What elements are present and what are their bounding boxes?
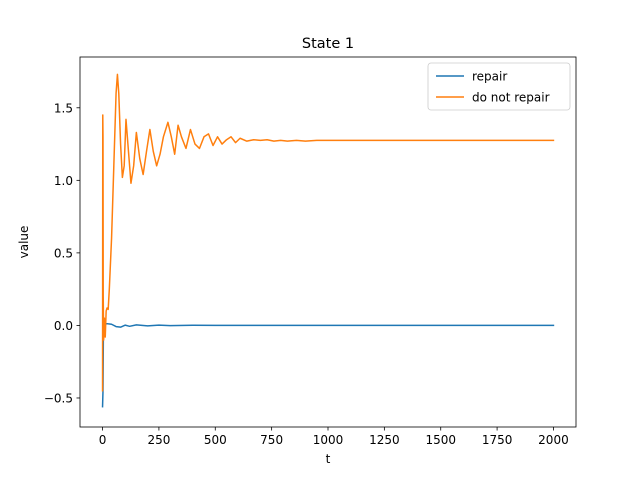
series-lines (101, 73, 555, 408)
legend-label-do-not-repair: do not repair (472, 91, 550, 105)
y-tick-label: 0.5 (54, 246, 73, 260)
x-axis-label: t (326, 452, 331, 466)
x-tick-label: 750 (260, 433, 283, 447)
x-tick-label: 500 (204, 433, 227, 447)
series-line-do-not-repair (101, 73, 555, 392)
legend-label-repair: repair (472, 70, 507, 84)
y-tick-label: 1.0 (54, 174, 73, 188)
chart-title: State 1 (302, 36, 354, 52)
x-axis: 0 250 500 750 1000 1250 1500 1750 2000 (99, 427, 569, 447)
x-tick-label: 2000 (538, 433, 569, 447)
legend: repair do not repair (427, 62, 571, 111)
x-tick-label: 0 (99, 433, 107, 447)
x-tick-label: 1750 (482, 433, 513, 447)
x-tick-label: 1000 (313, 433, 344, 447)
y-axis-label: value (17, 226, 31, 259)
x-tick-label: 250 (147, 433, 170, 447)
legend-box (427, 62, 571, 111)
y-axis: −0.5 0.0 0.5 1.0 1.5 (44, 101, 80, 405)
x-tick-label: 1250 (369, 433, 400, 447)
y-tick-label: 1.5 (54, 101, 73, 115)
y-tick-label: 0.0 (54, 319, 73, 333)
y-tick-label: −0.5 (44, 391, 73, 405)
x-tick-label: 1500 (425, 433, 456, 447)
plot-area (101, 73, 555, 408)
